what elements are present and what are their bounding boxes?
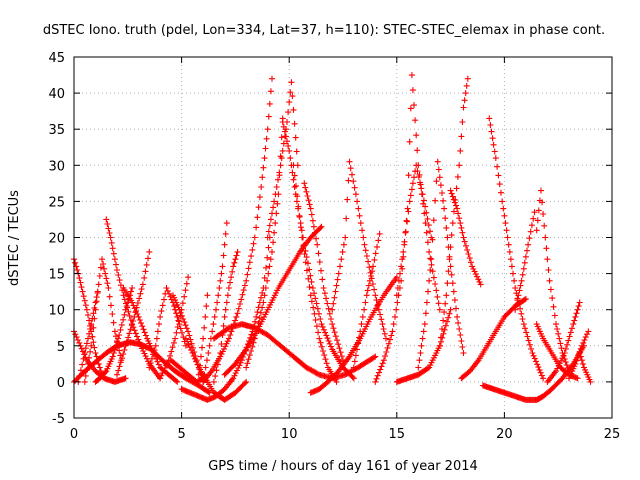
data-point-markers xyxy=(436,75,471,349)
data-series-track xyxy=(486,115,547,382)
chart-title: dSTEC Iono. truth (pdel, Lon=334, Lat=37… xyxy=(43,23,605,38)
data-series-track xyxy=(167,357,207,385)
data-point-markers xyxy=(301,180,346,364)
data-point-markers xyxy=(200,75,275,385)
y-tick-label: 15 xyxy=(48,268,65,283)
data-series-track xyxy=(372,72,443,385)
data-point-markers xyxy=(486,115,547,382)
data-point-markers xyxy=(103,216,164,382)
grid-lines xyxy=(74,57,612,418)
data-point-markers xyxy=(512,209,538,313)
data-point-markers xyxy=(372,72,443,385)
x-tick-label: 5 xyxy=(177,427,185,442)
y-tick-label: 25 xyxy=(48,195,65,210)
y-tick-label: 5 xyxy=(57,340,65,355)
y-tick-label: 45 xyxy=(48,51,65,66)
data-series-track xyxy=(544,299,583,385)
data-series-track xyxy=(458,295,529,382)
data-point-markers xyxy=(178,234,273,403)
data-series xyxy=(71,72,594,403)
data-series-track xyxy=(350,230,383,371)
y-axis-label: dSTEC / TECUs xyxy=(7,190,22,286)
data-series-track xyxy=(301,180,346,364)
data-series-track xyxy=(103,216,164,382)
data-point-markers xyxy=(329,158,389,342)
data-point-markers xyxy=(447,187,484,288)
y-tick-label: 10 xyxy=(48,304,65,319)
data-series-track xyxy=(436,75,471,349)
data-point-markers xyxy=(195,292,211,378)
data-series-track xyxy=(279,119,357,382)
data-point-markers xyxy=(544,299,583,385)
data-series-track xyxy=(447,187,484,288)
data-point-markers xyxy=(393,306,454,385)
data-series-track xyxy=(329,158,389,342)
data-point-markers xyxy=(279,119,357,382)
data-series-track xyxy=(393,162,435,299)
data-series-track xyxy=(178,234,273,403)
data-series-track xyxy=(195,292,211,378)
x-tick-label: 20 xyxy=(496,427,513,442)
y-tick-label: -5 xyxy=(52,412,65,427)
data-point-markers xyxy=(210,321,379,382)
axis-ticks: 0 5 10 15 20 25 -5 0 5 10 15 20 25 30 35 40 45 xyxy=(48,51,620,442)
x-tick-label: 25 xyxy=(604,427,621,442)
x-tick-label: 0 xyxy=(70,427,78,442)
y-tick-label: 40 xyxy=(48,87,65,102)
data-point-markers xyxy=(167,357,207,385)
data-series-track xyxy=(393,306,454,385)
data-point-markers xyxy=(221,223,325,378)
x-axis-label: GPS time / hours of day 161 of year 2014 xyxy=(208,459,478,474)
data-point-markers xyxy=(146,285,189,371)
data-point-markers xyxy=(393,162,435,299)
y-tick-label: 20 xyxy=(48,232,65,247)
data-point-markers xyxy=(350,230,383,371)
data-point-markers xyxy=(576,350,594,385)
data-series-track xyxy=(576,350,594,385)
y-tick-label: 30 xyxy=(48,159,65,174)
y-tick-label: 35 xyxy=(48,123,65,138)
data-series-track xyxy=(146,285,189,371)
x-tick-label: 15 xyxy=(389,427,406,442)
data-series-track xyxy=(210,321,379,382)
data-point-markers xyxy=(458,295,529,382)
x-tick-label: 10 xyxy=(281,427,298,442)
data-series-track xyxy=(200,75,275,385)
data-series-track xyxy=(221,223,325,378)
y-tick-label: 0 xyxy=(57,376,65,391)
data-series-track xyxy=(512,209,538,313)
